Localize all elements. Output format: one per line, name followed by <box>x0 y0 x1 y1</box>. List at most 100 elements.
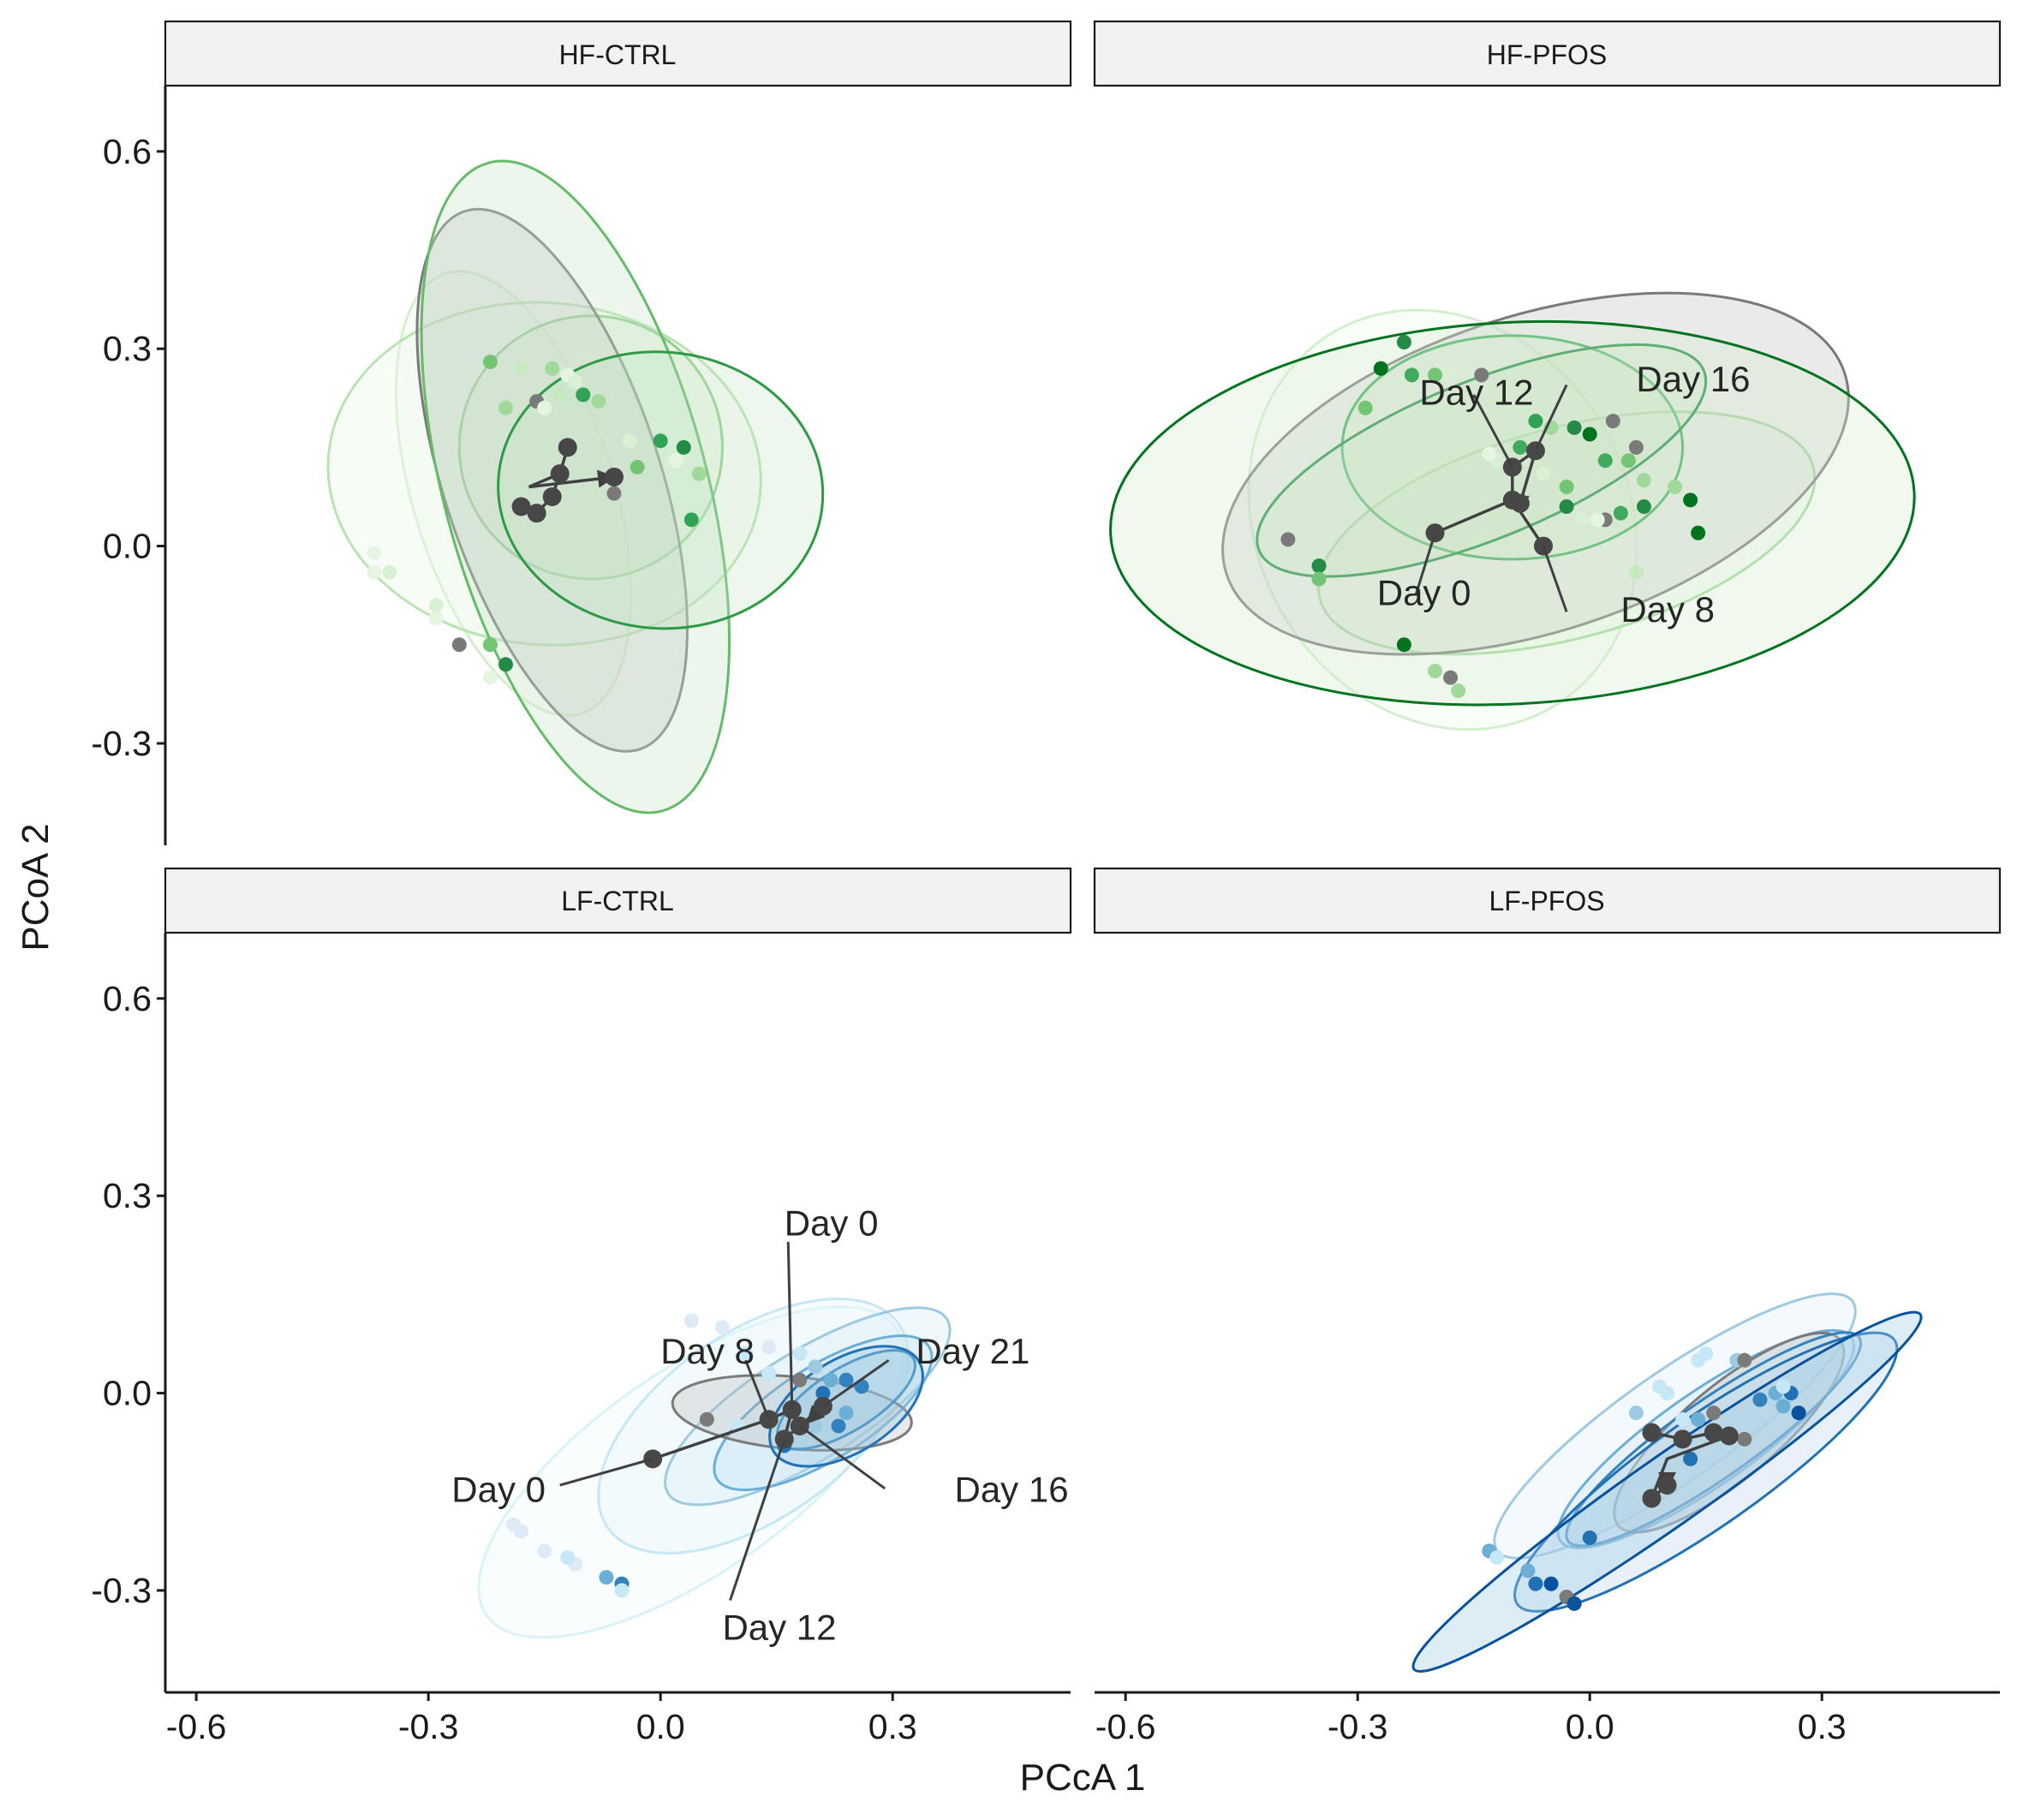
sample-point <box>792 1372 808 1387</box>
sample-point <box>653 433 668 449</box>
sample-point <box>1443 670 1459 685</box>
sample-point <box>1566 420 1582 435</box>
sample-point <box>428 611 444 626</box>
y-tick-label: 0.0 <box>103 527 152 566</box>
sample-point <box>514 361 529 376</box>
sample-point <box>1543 1576 1559 1591</box>
sample-point <box>761 1340 777 1355</box>
label-leader-line <box>1534 384 1568 451</box>
label-leader-line <box>1472 394 1514 468</box>
sample-point <box>367 545 382 560</box>
sample-point <box>1489 1550 1505 1566</box>
sample-point <box>1613 505 1628 521</box>
sample-point <box>482 670 498 685</box>
sample-point <box>1691 525 1706 540</box>
x-tick-label: 0.0 <box>636 1707 685 1746</box>
label-leader-line <box>786 1241 794 1410</box>
sample-point <box>761 1366 777 1381</box>
sample-point <box>808 1359 823 1375</box>
sample-point <box>1675 1411 1691 1427</box>
sample-point <box>1582 1531 1597 1546</box>
sample-point <box>838 1405 854 1421</box>
sample-point <box>1373 361 1388 376</box>
confidence-ellipse <box>1513 1331 1899 1613</box>
label-leader-line <box>798 1424 886 1490</box>
sample-point <box>1660 1386 1675 1401</box>
sample-point <box>599 1570 614 1585</box>
centroid-point <box>1510 493 1530 513</box>
sample-point <box>1404 367 1419 383</box>
sample-point <box>1691 1352 1706 1368</box>
panel-hf-ctrl <box>326 159 825 815</box>
centroid-point <box>550 464 570 484</box>
sample-point <box>482 355 498 370</box>
sample-point <box>428 598 444 613</box>
sample-point <box>568 374 583 390</box>
sample-point <box>552 387 568 403</box>
label-leader-line <box>822 1358 890 1408</box>
sample-point <box>1559 479 1574 494</box>
sample-point <box>1311 558 1327 574</box>
confidence-ellipse <box>1256 343 1708 578</box>
sample-point <box>1691 1411 1706 1427</box>
x-tick-label: -0.6 <box>166 1707 227 1746</box>
centroid-point <box>1642 1489 1662 1508</box>
sample-point <box>683 512 699 528</box>
sample-point <box>1620 453 1636 468</box>
sample-point <box>1737 1352 1752 1368</box>
confidence-ellipse <box>477 1305 906 1639</box>
day-label: Day 21 <box>916 1331 1029 1371</box>
label-leader-line <box>1542 546 1568 612</box>
sample-point <box>1590 512 1605 528</box>
facet-label-lf-pfos: LF-PFOS <box>1489 886 1604 916</box>
x-tick-label: 0.3 <box>1798 1707 1847 1746</box>
sample-point <box>1791 1405 1806 1421</box>
sample-point <box>792 1346 808 1361</box>
facet-strip-lf-pfos: LF-PFOS <box>1093 867 2002 934</box>
centroid-point <box>1642 1423 1662 1442</box>
sample-point <box>382 564 397 580</box>
y-tick-label: 0.6 <box>103 132 152 171</box>
confidence-ellipse <box>326 301 762 647</box>
sample-point <box>1443 367 1459 383</box>
panel-lf-pfos <box>1411 1292 1923 1673</box>
x-tick-label: -0.3 <box>1328 1707 1388 1746</box>
facet-strip-hf-ctrl: HF-CTRL <box>164 20 1072 87</box>
centroid-point <box>1657 1476 1677 1495</box>
centroid-point <box>527 504 546 523</box>
sample-point <box>482 637 498 653</box>
sample-point <box>537 1543 552 1559</box>
sample-point <box>498 400 514 415</box>
facet-label-lf-ctrl: LF-CTRL <box>561 886 674 916</box>
day-label: Day 0 <box>785 1202 879 1243</box>
sample-point <box>1605 414 1620 429</box>
sample-point <box>831 1418 846 1434</box>
sample-point <box>1451 683 1466 699</box>
y-tick-label: -0.3 <box>91 1571 152 1610</box>
y-tick-label: 0.0 <box>103 1374 152 1413</box>
sample-point <box>1311 571 1327 587</box>
confidence-ellipse <box>1316 410 1817 656</box>
x-tick-label: 0.3 <box>868 1707 917 1746</box>
sample-point <box>1528 1576 1543 1591</box>
sample-point <box>714 1320 730 1335</box>
sample-point <box>1574 512 1590 528</box>
sample-point <box>823 1372 838 1387</box>
label-leader-line <box>744 1359 771 1420</box>
sample-point <box>506 1517 522 1532</box>
sample-point <box>1683 492 1698 508</box>
y-tick-label: 0.6 <box>103 979 152 1018</box>
sample-point <box>545 361 560 376</box>
y-tick-label: -0.3 <box>91 724 152 763</box>
label-leader-line <box>559 1457 653 1487</box>
sample-point <box>1628 1405 1644 1421</box>
sample-point <box>838 1372 854 1387</box>
label-leader-line <box>1414 532 1436 596</box>
sample-point <box>1636 473 1651 488</box>
facet-label-hf-pfos: HF-PFOS <box>1487 39 1607 70</box>
x-axis-title: PCcA 1 <box>1020 1757 1146 1799</box>
sample-point <box>691 466 707 481</box>
centroid-point <box>1673 1429 1692 1449</box>
day-label: Day 12 <box>722 1608 836 1648</box>
